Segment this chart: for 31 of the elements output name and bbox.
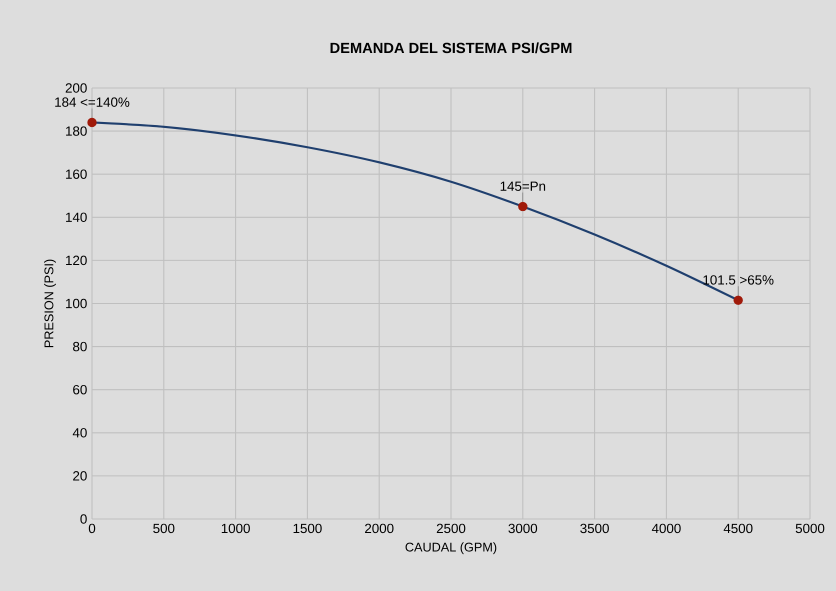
x-tick-label: 4500 [724,524,753,534]
y-axis-title: PRESION (PSI) [44,260,56,348]
annotation: 101.5 >65% [703,275,774,285]
x-tick-label: 3500 [580,524,609,534]
x-tick-label: 1000 [222,524,250,534]
x-axis-title: CAUDAL (GPM) [406,542,496,554]
y-tick-label: 120 [66,256,87,266]
point [518,202,528,212]
y-tick-label: 0 [80,514,87,524]
y-tick-label: 100 [66,298,87,308]
y-tick-label: 80 [73,342,87,352]
y-tick-label: 140 [66,212,87,222]
chart-title: DEMANDA DEL SISTEMA PSI/GPM [330,42,572,54]
y-tick-label: 20 [73,471,87,481]
x-tick-label: 2000 [365,524,394,534]
annotation: 145=Pn [500,182,546,191]
x-tick-label: 2500 [436,524,466,534]
y-tick-label: 60 [73,384,87,394]
x-tick-label: 500 [153,524,174,534]
y-tick-label: 160 [66,169,87,179]
x-tick-label: 5000 [796,524,824,534]
point [87,118,97,128]
point [734,296,743,305]
x-tick-label: 0 [88,524,96,534]
y-tick-label: 200 [66,83,87,93]
x-tick-label: 1500 [294,524,322,534]
x-tick-label: 3000 [508,524,538,534]
y-tick-label: 40 [72,428,87,438]
y-tick-label: 180 [66,126,87,136]
x-tick-label: 4000 [652,524,681,534]
annotation: 184 <=140% [55,97,130,107]
